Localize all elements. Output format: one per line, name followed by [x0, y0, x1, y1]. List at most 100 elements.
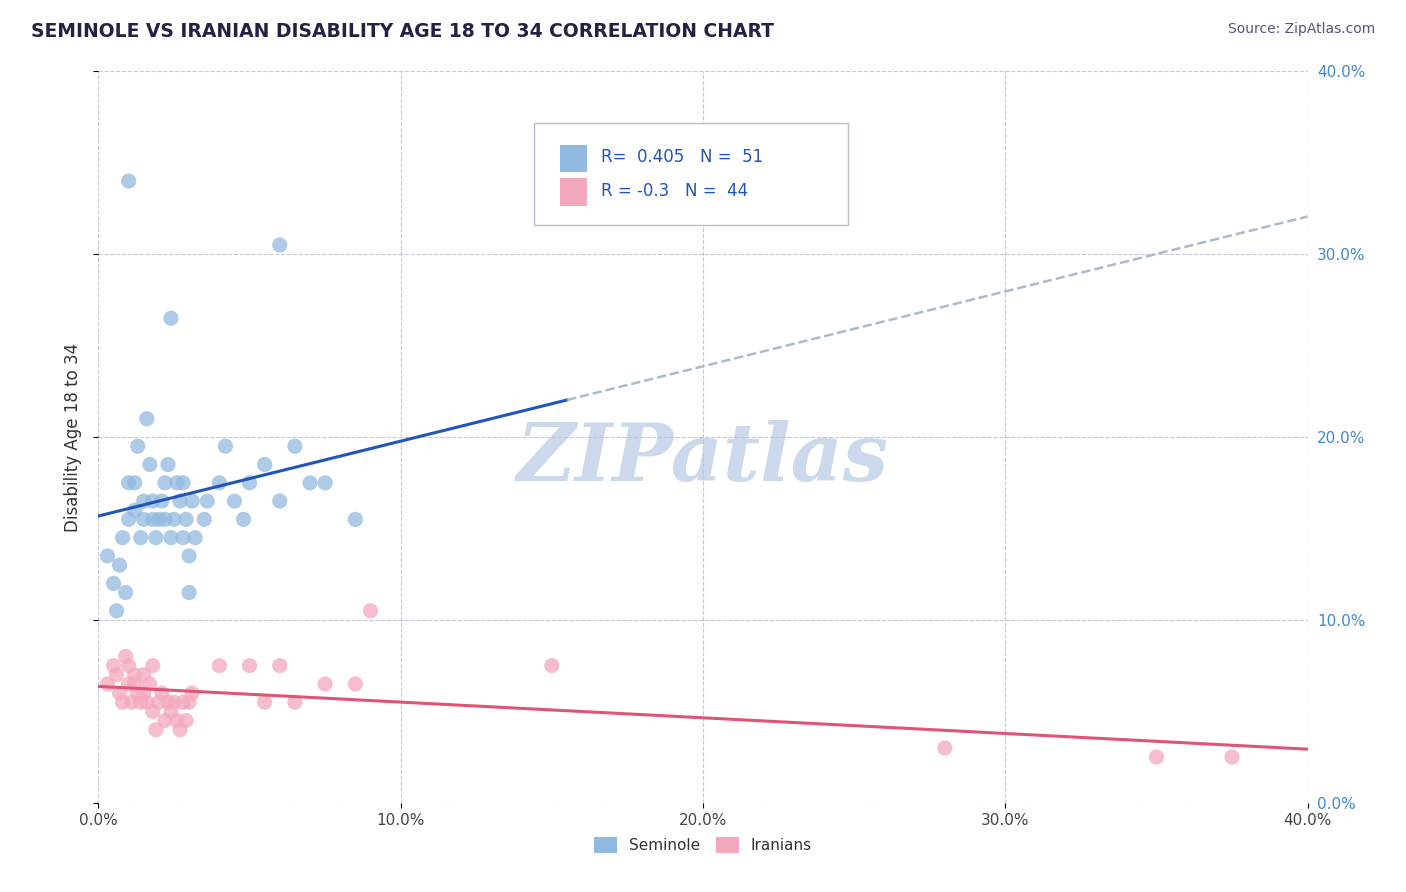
Point — [163, 512, 186, 526]
Point — [121, 695, 143, 709]
Point — [193, 512, 215, 526]
Point — [129, 695, 152, 709]
Point — [179, 585, 201, 599]
Point — [1220, 750, 1243, 764]
Point — [169, 494, 191, 508]
Point — [253, 458, 276, 472]
Point — [135, 412, 157, 426]
Point — [127, 686, 149, 700]
Point — [96, 677, 118, 691]
Bar — [561, 178, 586, 206]
Point — [540, 658, 562, 673]
Point — [174, 714, 197, 728]
Point — [142, 512, 165, 526]
Point — [127, 439, 149, 453]
Point — [111, 531, 134, 545]
Point — [160, 705, 183, 719]
Point — [118, 677, 141, 691]
Text: ZIPatlas: ZIPatlas — [517, 420, 889, 498]
Text: R=  0.405   N =  51: R= 0.405 N = 51 — [602, 148, 763, 166]
Point — [160, 531, 183, 545]
Point — [132, 512, 155, 526]
Point — [314, 677, 336, 691]
Point — [150, 686, 173, 700]
Point — [208, 475, 231, 490]
Point — [166, 714, 188, 728]
Point — [239, 658, 262, 673]
Point — [934, 740, 956, 755]
Point — [314, 475, 336, 490]
Point — [224, 494, 246, 508]
Point — [153, 714, 176, 728]
Point — [108, 686, 131, 700]
Point — [184, 531, 207, 545]
Point — [269, 658, 291, 673]
Point — [124, 667, 146, 681]
Point — [344, 677, 367, 691]
Point — [124, 677, 146, 691]
Text: R = -0.3   N =  44: R = -0.3 N = 44 — [602, 182, 748, 200]
Point — [118, 512, 141, 526]
Point — [344, 512, 367, 526]
Legend: Seminole, Iranians: Seminole, Iranians — [586, 830, 820, 861]
Point — [148, 512, 170, 526]
Bar — [561, 145, 586, 172]
Point — [145, 723, 167, 737]
Point — [172, 475, 194, 490]
Point — [169, 723, 191, 737]
Point — [269, 494, 291, 508]
Point — [253, 695, 276, 709]
Point — [179, 549, 201, 563]
Point — [135, 695, 157, 709]
Point — [139, 677, 162, 691]
Point — [153, 475, 176, 490]
Point — [142, 705, 165, 719]
Point — [208, 658, 231, 673]
Text: SEMINOLE VS IRANIAN DISABILITY AGE 18 TO 34 CORRELATION CHART: SEMINOLE VS IRANIAN DISABILITY AGE 18 TO… — [31, 22, 773, 41]
Point — [179, 695, 201, 709]
Point — [172, 531, 194, 545]
Point — [142, 494, 165, 508]
Point — [124, 475, 146, 490]
Point — [174, 512, 197, 526]
Point — [1144, 750, 1167, 764]
Point — [195, 494, 218, 508]
Point — [139, 458, 162, 472]
Point — [103, 576, 125, 591]
Y-axis label: Disability Age 18 to 34: Disability Age 18 to 34 — [65, 343, 83, 532]
Point — [284, 695, 307, 709]
Text: Source: ZipAtlas.com: Source: ZipAtlas.com — [1227, 22, 1375, 37]
Point — [103, 658, 125, 673]
Point — [124, 503, 146, 517]
Point — [299, 475, 322, 490]
Point — [360, 604, 382, 618]
Point — [239, 475, 262, 490]
Point — [284, 439, 307, 453]
Point — [160, 311, 183, 326]
Point — [214, 439, 236, 453]
Point — [269, 238, 291, 252]
Point — [232, 512, 254, 526]
Point — [114, 585, 136, 599]
Point — [108, 558, 131, 573]
Point — [181, 494, 204, 508]
Point — [150, 494, 173, 508]
Point — [153, 512, 176, 526]
Point — [142, 658, 165, 673]
FancyBboxPatch shape — [534, 122, 848, 225]
Point — [105, 604, 128, 618]
Point — [111, 695, 134, 709]
Point — [156, 695, 179, 709]
Point — [148, 695, 170, 709]
Point — [181, 686, 204, 700]
Point — [114, 649, 136, 664]
Point — [172, 695, 194, 709]
Point — [118, 475, 141, 490]
Point — [132, 494, 155, 508]
Point — [163, 695, 186, 709]
Point — [129, 531, 152, 545]
Point — [145, 531, 167, 545]
Point — [118, 174, 141, 188]
Point — [132, 667, 155, 681]
Point — [156, 458, 179, 472]
